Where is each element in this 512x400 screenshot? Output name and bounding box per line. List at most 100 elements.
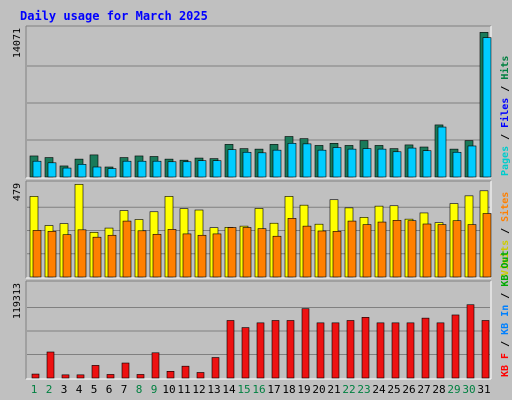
x-tick-label: 26 (402, 383, 415, 396)
x-tick-label: 10 (162, 383, 175, 396)
x-tick-label: 11 (177, 383, 190, 396)
bar-files (482, 37, 492, 178)
x-tick-label: 4 (76, 383, 83, 396)
legend-separator: / (500, 335, 511, 353)
bar-sites (272, 235, 282, 278)
bar-sites (332, 231, 342, 278)
bar-sites (302, 225, 312, 278)
bar-kb-f (151, 352, 160, 379)
bar-kb-f (121, 362, 130, 379)
bar-sites (77, 229, 87, 278)
bar-kb-f (271, 320, 280, 379)
legend-separator: / (500, 80, 511, 98)
bar-files (32, 160, 42, 178)
x-tick-label: 15 (237, 383, 250, 396)
panel-max-label: 119313 (12, 283, 23, 319)
bar-sites (407, 220, 417, 278)
x-tick-label: 28 (432, 383, 445, 396)
x-tick-label: 3 (61, 383, 68, 396)
chart-panels: 14071 Pages / Files / Hits 479 Visits / Sit… (12, 25, 511, 380)
bar-kb-f (481, 320, 490, 379)
bar-files (377, 148, 387, 178)
legend-entry: KB F (500, 353, 511, 377)
x-tick-label: 20 (312, 383, 325, 396)
bar-files (227, 149, 237, 178)
bar-sites (467, 224, 477, 278)
bar-kb-f (466, 304, 475, 379)
panel-legend: KB F / KB In / KB Out (500, 251, 511, 377)
bar-kb-f (256, 322, 265, 379)
bar-kb-f (196, 372, 205, 379)
bar-files (287, 143, 297, 178)
x-tick-label: 30 (462, 383, 475, 396)
bar-files (317, 149, 327, 178)
bar-sites (452, 220, 462, 278)
panel-kbf: 119313 KB F / KB In / KB Out (12, 251, 511, 380)
x-tick-label: 1 (31, 383, 38, 396)
legend-entry: Sites (499, 192, 511, 222)
bar-sites (437, 224, 447, 278)
x-tick-label: 2 (46, 383, 53, 396)
x-tick-label: 8 (136, 383, 143, 396)
bar-kb-f (391, 322, 400, 379)
bar-sites (107, 234, 117, 278)
bar-sites (32, 230, 42, 278)
bar-files (47, 162, 57, 178)
bar-sites (137, 230, 147, 278)
bar-kb-f (241, 327, 250, 379)
x-tick-label: 13 (207, 383, 220, 396)
legend-separator: / (500, 222, 511, 240)
bar-sites (377, 221, 387, 278)
bar-kb-f (76, 374, 85, 379)
x-tick-label: 24 (372, 383, 386, 396)
bar-files (167, 161, 177, 178)
bar-kb-f (166, 371, 175, 379)
bar-kb-f (136, 374, 145, 379)
bar-kb-f (406, 322, 415, 379)
bar-sites (122, 220, 132, 278)
bar-files (392, 151, 402, 178)
bar-sites (257, 228, 267, 278)
legend-entry: Hits (499, 56, 511, 80)
x-tick-label: 17 (267, 383, 280, 396)
x-tick-label: 19 (297, 383, 310, 396)
panel-hits-files-pages: 14071 Pages / Files / Hits (12, 25, 511, 179)
bar-files (92, 166, 102, 178)
bar-kb-f (181, 365, 190, 379)
bar-kb-f (421, 317, 430, 379)
bar-files (137, 160, 147, 178)
bar-sites (392, 220, 402, 278)
bar-files (212, 160, 222, 178)
bar-sites (482, 213, 492, 278)
bar-kb-f (331, 322, 340, 379)
bar-kb-f (301, 308, 310, 379)
bar-sites (347, 220, 357, 278)
legend-separator: / (500, 287, 511, 305)
x-tick-label: 27 (417, 383, 430, 396)
bar-kb-f (226, 320, 235, 379)
bar-sites (47, 231, 57, 278)
legend-separator: / (500, 128, 511, 146)
x-tick-label: 5 (91, 383, 98, 396)
bar-sites (212, 233, 222, 278)
bar-sites (242, 227, 252, 278)
bar-files (242, 151, 252, 178)
bar-sites (362, 224, 372, 278)
bar-kb-f (61, 374, 70, 379)
bar-sites (182, 233, 192, 278)
x-tick-label: 22 (342, 383, 355, 396)
bar-sites (422, 223, 432, 278)
x-tick-label: 21 (327, 383, 340, 396)
bar-files (107, 168, 117, 178)
bar-files (257, 152, 267, 178)
bar-files (122, 160, 132, 178)
panel-legend: Visits / Sites (499, 192, 511, 276)
x-tick-label: 14 (222, 383, 236, 396)
bar-files (77, 164, 87, 178)
bar-kb-f (91, 365, 100, 379)
bar-kb-f (316, 322, 325, 379)
bar-kb-f (31, 373, 40, 379)
bar-files (407, 147, 417, 178)
bar-kb-f (106, 374, 115, 379)
panel-legend: Pages / Files / Hits (499, 56, 511, 176)
